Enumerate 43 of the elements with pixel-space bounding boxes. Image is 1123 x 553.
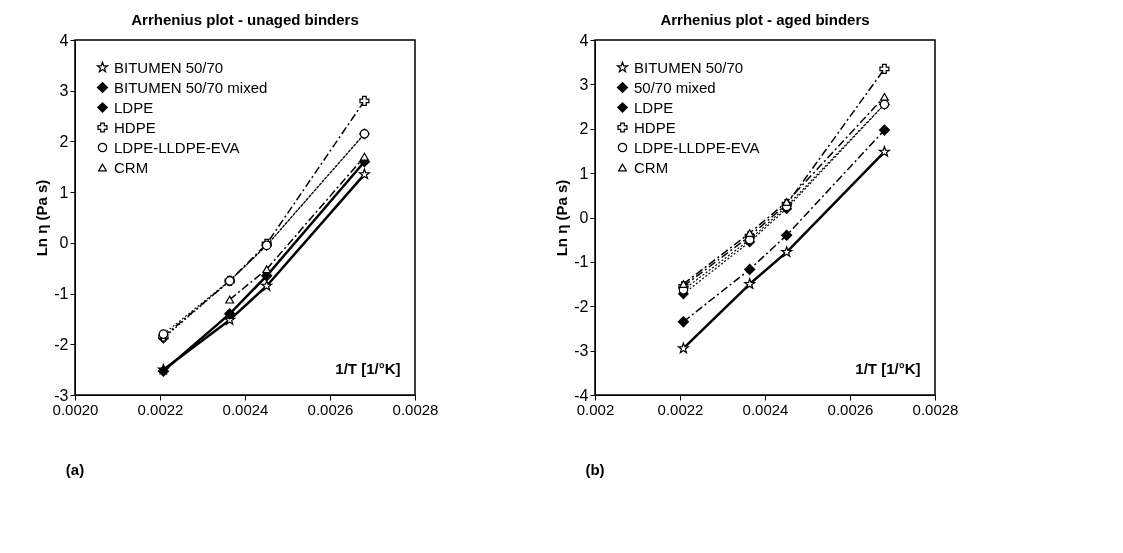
- y-tick-label: 4: [59, 31, 69, 49]
- legend-label: LDPE: [634, 98, 674, 116]
- y-tick-label: -2: [574, 297, 589, 315]
- text: (a): [65, 461, 85, 478]
- y-tick-label: 1: [59, 183, 69, 201]
- y-axis-title: Ln η (Pa s): [33, 179, 51, 257]
- x-tick-label: 0.0022: [137, 400, 184, 418]
- x-tick-label: 0.0024: [742, 400, 789, 418]
- chart-title: Arrhenius plot - aged binders: [660, 11, 870, 28]
- x-axis-title: 1/T [1/°K]: [335, 359, 401, 377]
- x-tick-label: 0.0026: [307, 400, 354, 418]
- legend-label: LDPE: [114, 98, 154, 116]
- y-tick-label: 4: [579, 31, 589, 49]
- legend-label: LDPE-LLDPE-EVA: [114, 138, 240, 156]
- legend-label: HDPE: [114, 118, 156, 136]
- y-tick-label: 2: [579, 120, 589, 138]
- y-tick-label: -1: [574, 253, 589, 271]
- x-tick-label: 0.0028: [392, 400, 439, 418]
- text: (b): [585, 461, 605, 478]
- x-tick-label: 0.0024: [222, 400, 269, 418]
- y-axis-title: Ln η (Pa s): [553, 179, 571, 257]
- chart-title: Arrhenius plot - unaged binders: [131, 11, 359, 28]
- legend-label: CRM: [114, 158, 149, 176]
- x-tick-label: 0.0028: [912, 400, 959, 418]
- y-tick-label: 0: [579, 209, 589, 226]
- y-tick-label: 2: [59, 132, 69, 150]
- y-tick-label: 1: [579, 164, 589, 182]
- legend-label: LDPE-LLDPE-EVA: [634, 138, 760, 156]
- x-axis-title: 1/T [1/°K]: [855, 359, 921, 377]
- x-tick-label: 0.0022: [657, 400, 704, 418]
- legend-label: CRM: [634, 158, 669, 176]
- y-tick-label: -3: [574, 342, 589, 360]
- x-tick-label: 0.0026: [827, 400, 874, 418]
- legend-label: 50/70 mixed: [634, 78, 716, 96]
- y-tick-label: -2: [54, 335, 69, 353]
- y-tick-label: 3: [59, 82, 69, 100]
- y-tick-label: 3: [579, 75, 589, 93]
- legend-label: BITUMEN 50/70: [634, 58, 744, 76]
- legend-label: BITUMEN 50/70 mixed: [114, 78, 268, 96]
- legend-label: BITUMEN 50/70: [114, 58, 224, 76]
- y-tick-label: -1: [54, 285, 69, 303]
- legend-label: HDPE: [634, 118, 676, 136]
- y-tick-label: 0: [59, 234, 69, 252]
